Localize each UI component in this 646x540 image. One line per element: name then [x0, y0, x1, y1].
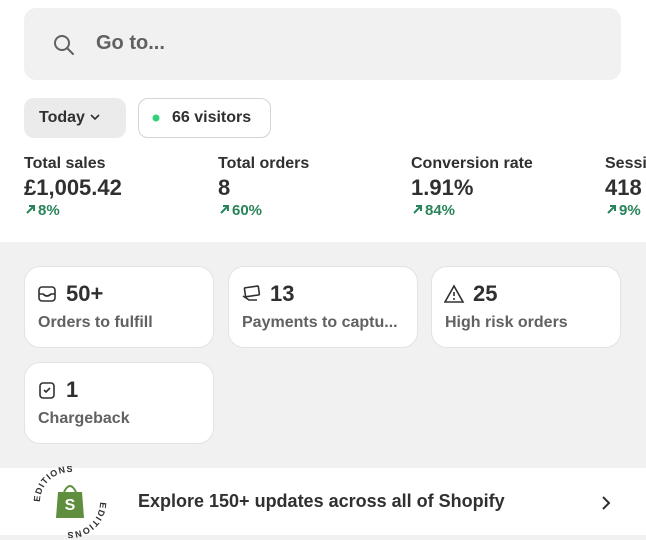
metric-label: Total orders — [218, 155, 310, 172]
metric[interactable]: Sessi 418 9% — [605, 155, 646, 219]
card-label: Orders to fulfill — [38, 314, 153, 331]
summary-card[interactable]: 25 High risk orders — [431, 266, 621, 348]
card-icon — [38, 286, 56, 302]
summary-card[interactable]: 50+ Orders to fulfill — [24, 266, 214, 348]
change-value: 8% — [38, 202, 60, 219]
metric-label: Conversion rate — [411, 155, 533, 172]
card-count: 1 — [66, 377, 79, 402]
metric-value: £1,005.42 — [24, 175, 122, 200]
metric-value: 418 — [605, 175, 642, 200]
svg-text:S: S — [65, 497, 76, 514]
date-filter[interactable]: Today — [24, 98, 126, 138]
visitors-pill[interactable]: 66 visitors — [138, 98, 271, 138]
date-label: Today — [39, 109, 85, 126]
card-count: 50+ — [66, 281, 104, 306]
chevron-down — [90, 114, 100, 121]
trend-icon — [413, 205, 422, 214]
card-icon — [444, 284, 465, 303]
change-value: 84% — [425, 202, 456, 219]
summary-card[interactable]: 1 Chargeback — [24, 362, 214, 444]
metric[interactable]: Total orders 8 60% — [218, 155, 309, 219]
metric[interactable]: Conversion rate 1.91% 84% — [411, 155, 533, 219]
card-icon — [242, 285, 261, 301]
card-label: Payments to captu... — [242, 314, 398, 331]
card-label: High risk orders — [445, 314, 568, 331]
metric-value: 8 — [218, 175, 231, 200]
search-placeholder: Go to... — [96, 32, 165, 54]
visitors-label: 66 visitors — [172, 109, 252, 126]
banner-text[interactable]: Explore 150+ updates across all of Shopi… — [138, 491, 505, 511]
editions-badge: EDITIONS EDITIONS S — [32, 466, 107, 538]
change-value: 9% — [619, 202, 641, 219]
chevron-right[interactable] — [598, 493, 614, 513]
card-icon — [39, 382, 55, 399]
card-count: 13 — [270, 281, 295, 306]
metric-change: 60% — [218, 202, 309, 219]
live-dot — [152, 114, 160, 122]
search-icon — [54, 35, 74, 55]
search-bar[interactable]: Go to... — [24, 8, 621, 80]
card-count: 25 — [473, 281, 498, 306]
metric-label: Total sales — [24, 155, 106, 172]
trend-icon — [220, 205, 229, 214]
metric[interactable]: Total sales £1,005.42 8% — [24, 155, 122, 219]
change-value: 60% — [232, 202, 263, 219]
metric-change: 84% — [411, 202, 533, 219]
trend-icon — [607, 205, 616, 214]
trend-icon — [26, 205, 35, 214]
summary-card[interactable]: 13 Payments to captu... — [228, 266, 418, 348]
metric-change: 8% — [24, 202, 122, 219]
metric-label: Sessi — [605, 155, 646, 172]
divider — [0, 535, 646, 540]
metric-change: 9% — [605, 202, 646, 219]
card-label: Chargeback — [38, 410, 130, 427]
metric-value: 1.91% — [411, 175, 474, 200]
